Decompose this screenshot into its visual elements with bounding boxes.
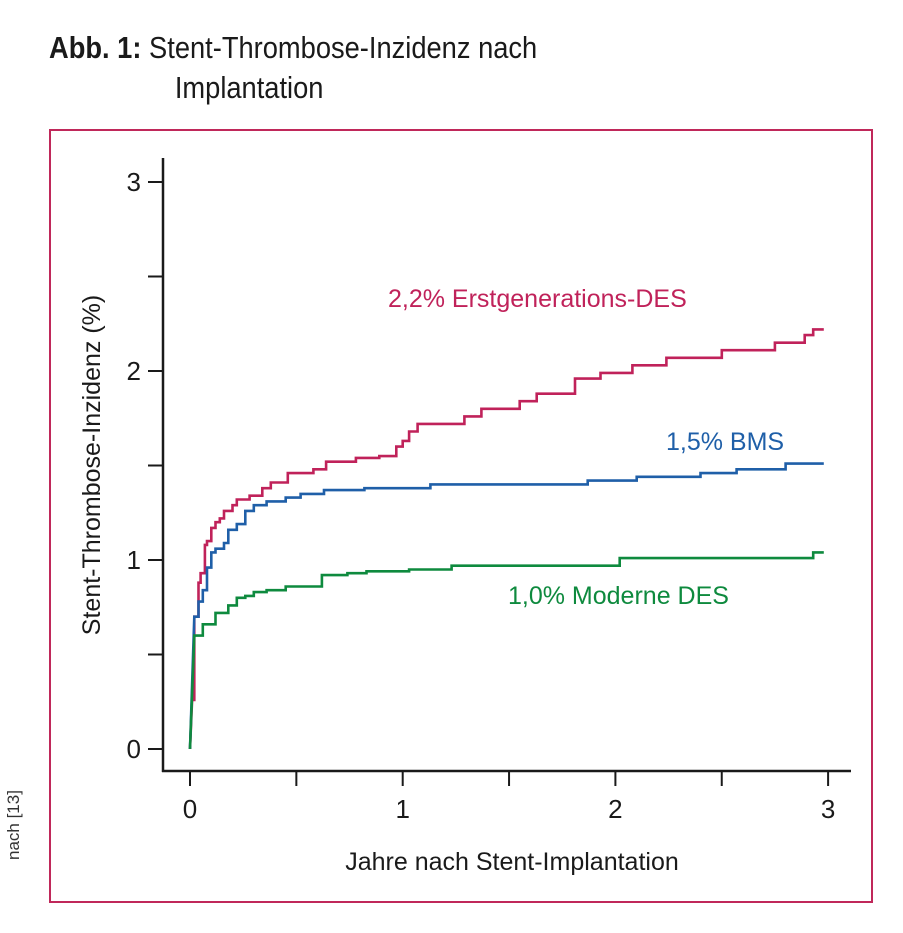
series-line-erstgenerations-des bbox=[188, 328, 824, 750]
series-line-bms bbox=[188, 462, 824, 750]
series-label-moderne-des: 1,0% Moderne DES bbox=[508, 582, 729, 610]
chart-frame bbox=[49, 129, 873, 903]
y-tick-label: 0 bbox=[127, 734, 141, 764]
x-axis-label: Jahre nach Stent-Implantation bbox=[345, 848, 679, 876]
x-tick-label: 3 bbox=[821, 794, 835, 824]
x-tick-label: 0 bbox=[183, 794, 197, 824]
series-group bbox=[188, 328, 824, 750]
figure-title-line2: Implantation bbox=[174, 70, 324, 105]
figure-title: Abb. 1: Stent-Thrombose-Inzidenz nach Im… bbox=[49, 28, 538, 105]
x-tick-label: 1 bbox=[395, 794, 409, 824]
x-tick-label: 2 bbox=[608, 794, 622, 824]
axes: 0 1 2 3 0 1 2 3 bbox=[127, 158, 851, 824]
series-line-moderne-des bbox=[188, 551, 824, 750]
figure-title-line1: Stent-Thrombose-Inzidenz nach bbox=[149, 30, 538, 65]
y-tick-label: 3 bbox=[127, 167, 141, 197]
y-tick-label: 2 bbox=[127, 356, 141, 386]
y-axis-label: Stent-Thrombose-Inzidenz (%) bbox=[78, 295, 106, 635]
y-tick-label: 1 bbox=[127, 545, 141, 575]
series-label-erstgenerations-des: 2,2% Erstgenerations-DES bbox=[388, 285, 687, 313]
figure-number: Abb. 1: bbox=[49, 30, 142, 65]
series-label-bms: 1,5% BMS bbox=[666, 428, 784, 456]
